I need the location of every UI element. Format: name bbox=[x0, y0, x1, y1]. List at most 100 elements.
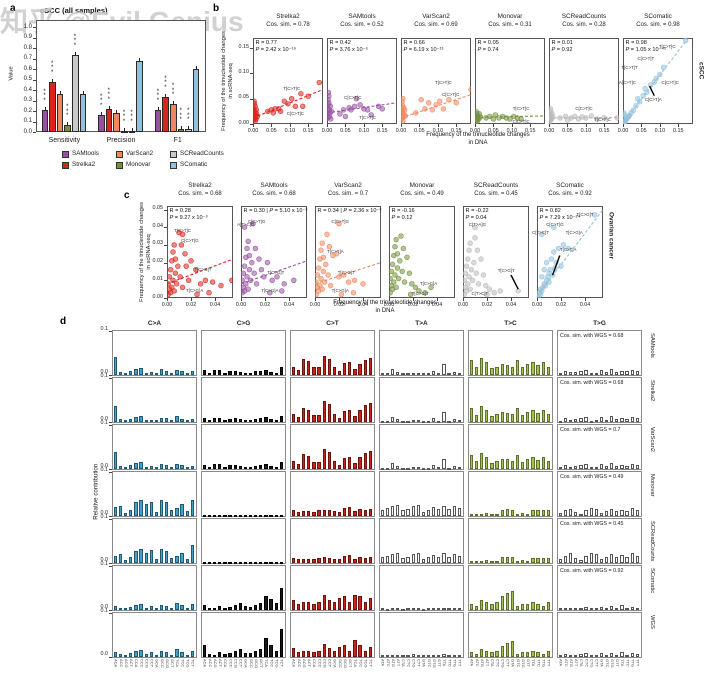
panel-d-letter: d bbox=[60, 316, 67, 327]
signature-bar bbox=[447, 608, 451, 611]
signature-bar bbox=[604, 511, 609, 516]
signature-bar bbox=[185, 420, 189, 423]
signature-bar bbox=[337, 559, 342, 563]
scatter-point bbox=[281, 281, 287, 287]
signature-bar bbox=[615, 654, 619, 657]
signature-bar bbox=[154, 655, 159, 657]
point-annotation: C[C>T]G bbox=[181, 238, 199, 244]
panel-d-cell-varscan2-5 bbox=[557, 424, 642, 470]
panel-a-letter: a bbox=[10, 3, 16, 14]
signature-bar bbox=[307, 511, 311, 516]
signature-bar bbox=[259, 562, 263, 564]
panel-d-context-label: CCT bbox=[327, 659, 333, 668]
signature-bar bbox=[129, 465, 133, 469]
panel-c-title: Strelka2 bbox=[188, 182, 212, 189]
signature-bar bbox=[149, 371, 153, 375]
signature-bar bbox=[589, 608, 593, 611]
signature-bar bbox=[620, 651, 624, 657]
signature-bar bbox=[416, 420, 420, 422]
signature-bar bbox=[317, 415, 321, 422]
scatter-point bbox=[416, 288, 422, 294]
scatter-point bbox=[640, 92, 646, 99]
scatter-point bbox=[340, 107, 347, 113]
panel-c-xtick-mark bbox=[585, 298, 586, 301]
signature-bar bbox=[337, 418, 342, 422]
panel-c-ytick-mark bbox=[164, 209, 167, 211]
panel-d-context-label: ACA bbox=[202, 659, 208, 668]
signature-bar bbox=[391, 463, 395, 469]
signature-bar bbox=[411, 420, 415, 422]
signature-bar bbox=[238, 603, 242, 610]
scatter-point bbox=[463, 270, 469, 276]
signature-bar bbox=[569, 372, 573, 375]
panel-b-xtick-label: 0.15 bbox=[525, 127, 536, 134]
scatter-point bbox=[353, 96, 360, 102]
panel-b-scatter-monovar bbox=[475, 109, 545, 124]
panel-b-title: SAMtools bbox=[348, 13, 376, 20]
signature-bar bbox=[170, 510, 174, 516]
panel-d-cell-strelka2-0 bbox=[112, 377, 197, 423]
bar-strelka2 bbox=[162, 96, 170, 132]
signature-bar bbox=[426, 655, 431, 657]
signature-bar bbox=[635, 510, 639, 516]
panel-d-column-header: T>G bbox=[593, 320, 606, 327]
panel-c-scatter-monovar bbox=[389, 233, 434, 298]
bar-screadcounts bbox=[128, 130, 136, 133]
signature-bar bbox=[505, 508, 509, 516]
panel-d-ytick-mark bbox=[109, 657, 112, 658]
signature-bar bbox=[327, 648, 331, 657]
signature-bar bbox=[574, 558, 578, 563]
signature-bar bbox=[610, 606, 614, 610]
signature-bar bbox=[546, 602, 550, 610]
signature-bar bbox=[296, 604, 301, 610]
signature-bar bbox=[589, 655, 593, 657]
panel-b-xtick-mark bbox=[327, 124, 328, 127]
panel-d-ytick-top: 0.1 bbox=[100, 420, 109, 426]
panel-c-xtick-label: 0.04 bbox=[357, 301, 369, 308]
signature-bar bbox=[190, 604, 194, 610]
scatter-point bbox=[402, 113, 409, 119]
panel-d-ytick-mark bbox=[109, 563, 112, 564]
scatter-point bbox=[364, 107, 371, 113]
signature-bar bbox=[515, 606, 520, 610]
signature-bar bbox=[170, 654, 174, 657]
signature-bar bbox=[536, 510, 540, 516]
signature-bar bbox=[604, 466, 609, 469]
point-annotation: C[C>T]C bbox=[575, 105, 593, 111]
scatter-point bbox=[543, 259, 550, 266]
panel-d-context-label: TCT bbox=[190, 659, 196, 667]
signature-bar bbox=[620, 509, 624, 516]
signature-bar bbox=[202, 464, 207, 469]
signature-bar bbox=[610, 554, 614, 563]
scatter-point bbox=[247, 277, 254, 284]
point-annotation: T[C>T]A bbox=[327, 249, 344, 254]
signature-bar bbox=[233, 418, 237, 422]
error-bar bbox=[157, 106, 159, 110]
signature-bar bbox=[546, 414, 550, 422]
signature-bar bbox=[264, 561, 268, 564]
panel-d-context-label: CCC bbox=[139, 659, 145, 668]
panel-b-xtick-mark bbox=[659, 124, 661, 127]
panel-b-plot-box-varscan2 bbox=[401, 38, 471, 124]
scatter-point bbox=[193, 266, 199, 273]
signature-bar bbox=[421, 608, 426, 611]
panel-d-cell-monovar-0 bbox=[112, 471, 197, 517]
panel-d-context-label: ATA bbox=[558, 659, 564, 667]
signature-bar bbox=[584, 510, 588, 516]
scatter-point bbox=[395, 275, 402, 282]
panel-c-scatter-samtools bbox=[241, 220, 307, 296]
signature-bar bbox=[495, 461, 499, 469]
signature-bar bbox=[447, 467, 451, 470]
signature-bar bbox=[396, 504, 400, 516]
signature-bar bbox=[416, 466, 420, 469]
panel-a-ytick-label: 1.0 bbox=[23, 23, 32, 30]
panel-d-cos-sim-label: Cos. sim. with WGS = 0.68 bbox=[560, 379, 624, 386]
point-annotation: C[C>T]G bbox=[546, 222, 564, 228]
signature-bar bbox=[343, 411, 347, 422]
signature-bar bbox=[259, 370, 263, 375]
signature-bar bbox=[322, 557, 326, 563]
signature-bar bbox=[307, 602, 311, 610]
signature-bar bbox=[363, 405, 367, 422]
scatter-point bbox=[418, 97, 424, 103]
signature-bar bbox=[159, 417, 164, 422]
